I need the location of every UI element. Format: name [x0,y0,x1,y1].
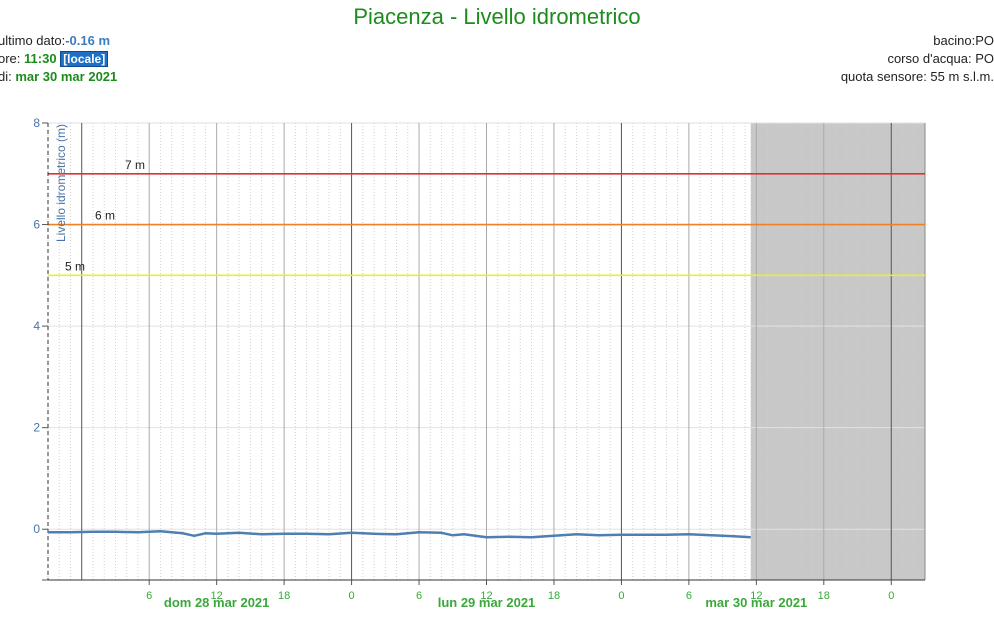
y-axis-label: Livello idrometrico (m) [54,124,68,242]
last-reading-row: ultimo dato:-0.16 m [0,32,117,50]
station-info-left: ultimo dato:-0.16 m ore: 11:30 [locale] … [0,32,117,86]
chart-title: Piacenza - Livello idrometrico [353,4,641,29]
time-zone-toggle[interactable]: [locale] [60,51,109,67]
time-label: ore: [0,51,25,66]
y-tick-label: 2 [33,421,40,435]
x-tick-label: 12 [480,590,492,602]
x-date-label: mar 30 mar 2021 [705,595,807,610]
x-tick-label: 0 [349,590,355,602]
x-tick-label: 6 [686,590,692,602]
date-row: di: mar 30 mar 2021 [0,68,117,86]
y-tick-label: 8 [33,116,40,130]
x-date-label: lun 29 mar 2021 [438,595,536,610]
basin-text: bacino:PO [933,33,994,48]
x-tick-label: 6 [416,590,422,602]
time-value: 11:30 [24,51,57,66]
threshold-label-5: 5 m [65,259,85,273]
threshold-label-7: 7 m [125,158,145,172]
last-reading-label: ultimo dato: [0,33,66,48]
x-date-label: dom 28 mar 2021 [164,595,270,610]
x-tick-label: 6 [146,590,152,602]
water-level-series-line [48,530,751,539]
x-tick-label: 18 [818,590,830,602]
x-tick-label: 0 [618,590,624,602]
y-tick-label: 6 [33,218,40,232]
threshold-label-6: 6 m [95,209,115,223]
station-info-right: bacino:PO corso d'acqua: PO quota sensor… [841,32,994,86]
last-reading-value: -0.16 m [65,33,111,48]
x-tick-label: 12 [211,590,223,602]
sensor-altitude-text: quota sensore: 55 m s.l.m. [840,69,994,84]
river-text: corso d'acqua: PO [887,51,994,66]
date-label: di: [0,69,12,84]
y-tick-label: 4 [33,319,40,333]
y-tick-label: 0 [33,522,40,536]
x-tick-label: 0 [888,590,894,602]
date-value: mar 30 mar 2021 [15,69,118,84]
time-row: ore: 11:30 [locale] [0,50,117,68]
x-tick-label: 18 [278,590,290,602]
x-tick-label: 12 [750,590,762,602]
forecast-area [750,123,925,580]
x-tick-label: 18 [548,590,560,602]
